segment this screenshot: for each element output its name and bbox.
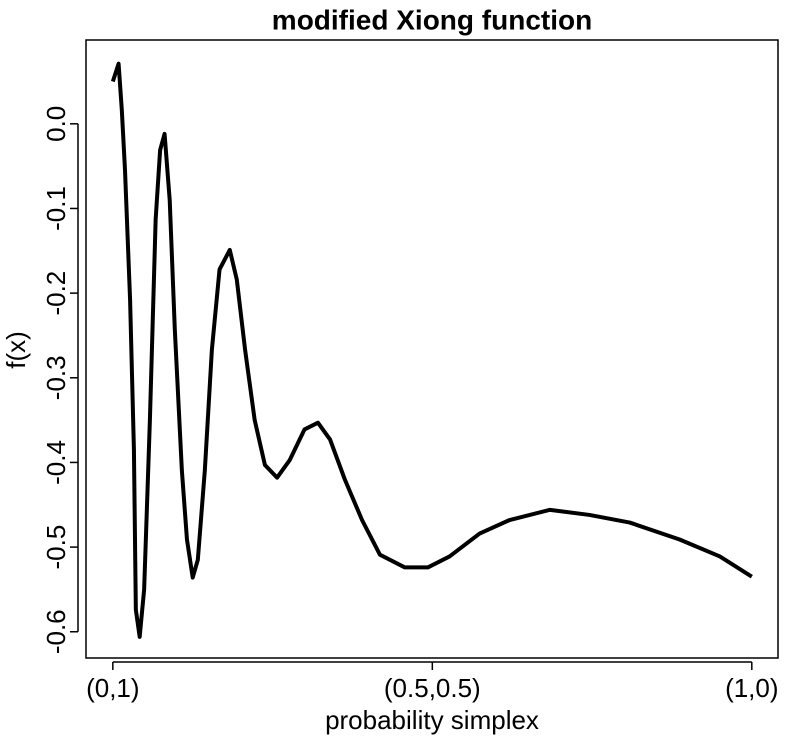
y-axis-label: f(x) bbox=[1, 331, 31, 369]
plot-box bbox=[85, 39, 779, 659]
chart-title: modified Xiong function bbox=[272, 4, 592, 35]
x-tick-label: (0,1) bbox=[86, 673, 139, 703]
y-tick-label: -0.2 bbox=[41, 271, 71, 316]
y-tick-label: 0.0 bbox=[41, 106, 71, 142]
y-tick-label: -0.3 bbox=[41, 355, 71, 400]
x-axis-label: probability simplex bbox=[325, 705, 539, 735]
y-tick-label: -0.6 bbox=[41, 609, 71, 654]
y-tick-label: -0.1 bbox=[41, 186, 71, 231]
x-tick-label: (1,0) bbox=[725, 673, 778, 703]
y-tick-label: -0.5 bbox=[41, 525, 71, 570]
line bbox=[110, 61, 753, 639]
x-tick-label: (0.5,0.5) bbox=[384, 673, 481, 703]
y-tick-label: -0.4 bbox=[41, 440, 71, 485]
